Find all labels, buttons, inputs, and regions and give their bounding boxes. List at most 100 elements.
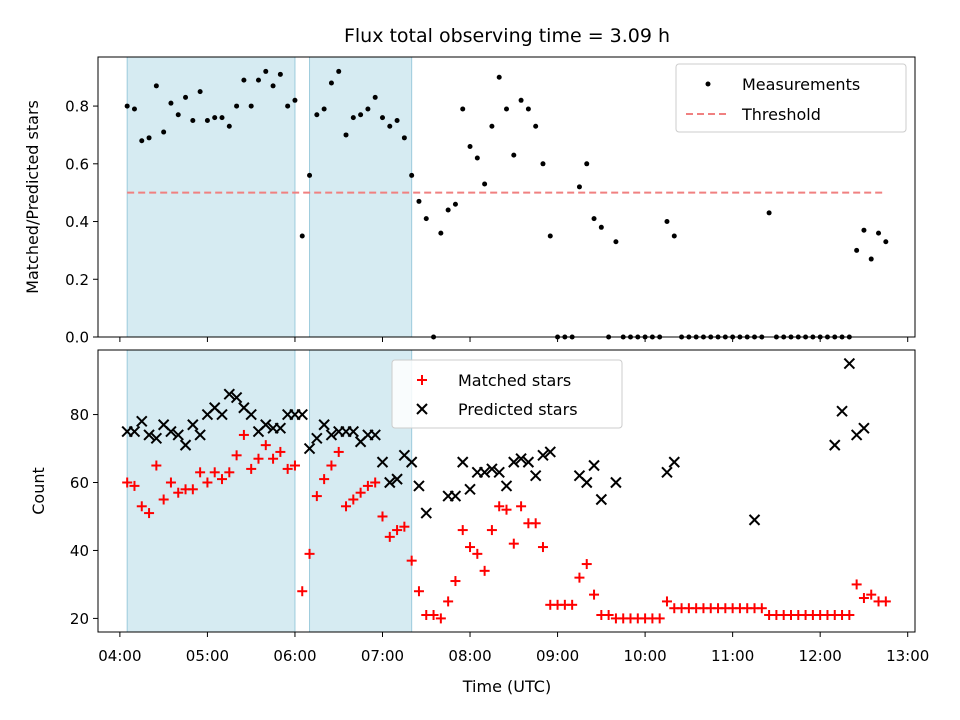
matched-stars-point-64 (589, 589, 600, 600)
matched-stars-point-74 (661, 596, 672, 607)
predicted-stars-point-36 (384, 476, 396, 489)
matched-stars-point-37 (392, 525, 403, 536)
predicted-stars-point-49 (493, 466, 505, 479)
top-y-tick-label-1: 0.2 (65, 271, 89, 289)
matched-stars-point-99 (844, 610, 855, 621)
measurements-point-24 (299, 233, 305, 239)
measurements-point-7 (175, 112, 181, 118)
matched-stars-point-28 (326, 460, 337, 471)
matched-stars-point-52 (501, 504, 512, 515)
measurements-point-17 (248, 103, 254, 109)
predicted-stars-point-58 (581, 476, 593, 489)
predicted-stars-point-67 (843, 357, 856, 370)
matched-stars-point-16 (238, 429, 249, 440)
matched-stars-point-51 (494, 501, 505, 512)
measurements-point-65 (598, 224, 604, 230)
bottom-shaded-interval-0 (126, 349, 296, 633)
matched-stars-point-46 (457, 525, 468, 536)
legend-threshold-label: Threshold (741, 105, 821, 124)
measurements-point-4 (153, 83, 159, 89)
matched-stars-point-36 (384, 531, 395, 542)
matched-stars-point-2 (136, 501, 147, 512)
top-y-axis: 0.0 0.2 0.4 0.6 0.8 (65, 98, 98, 347)
measurements-point-104 (883, 239, 889, 245)
matched-stars-point-53 (508, 538, 519, 549)
measurements-point-21 (277, 71, 283, 77)
predicted-stars-point-48 (486, 463, 498, 475)
bottom-shaded-intervals (126, 349, 413, 633)
predicted-stars-point-2 (136, 415, 148, 428)
matched-stars-point-4 (151, 460, 162, 471)
measurements-point-5 (161, 129, 167, 135)
measurements-point-102 (868, 256, 874, 262)
matched-stars-point-5 (158, 494, 169, 505)
measurements-point-67 (613, 239, 619, 245)
measurements-point-55 (525, 106, 531, 112)
predicted-stars-point-4 (150, 432, 163, 445)
predicted-stars-point-54 (529, 470, 542, 482)
matched-stars-point-19 (260, 440, 271, 451)
matched-stars-point-101 (858, 593, 869, 604)
x-tick-label-8: 12:00 (799, 647, 842, 665)
matched-stars-point-11 (202, 477, 213, 488)
measurements-point-27 (321, 106, 327, 112)
measurements-point-48 (474, 155, 480, 161)
predicted-stars-point-53 (522, 456, 535, 468)
matched-stars-point-73 (654, 613, 665, 624)
chart-title: Flux total observing time = 3.09 h (344, 25, 670, 47)
measurements-point-62 (576, 184, 582, 190)
predicted-stars-point-35 (376, 456, 389, 468)
top-legend: Measurements Threshold (675, 63, 907, 133)
matched-stars-point-33 (362, 480, 373, 491)
predicted-stars-point-66 (836, 405, 848, 417)
measurements-point-1 (131, 106, 137, 112)
predicted-stars-point-40 (413, 480, 425, 492)
matched-stars-point-27 (319, 474, 330, 485)
measurements-point-57 (540, 161, 546, 167)
matched-stars-point-43 (435, 613, 446, 624)
matched-stars-point-3 (144, 508, 155, 519)
predicted-stars-point-65 (829, 439, 841, 451)
matched-stars-point-87 (756, 603, 767, 614)
matched-stars-point-50 (486, 525, 497, 536)
predicted-stars-point-64 (748, 514, 761, 526)
matched-stars-point-47 (465, 542, 476, 553)
measurements-point-45 (452, 201, 458, 207)
measurements-point-101 (861, 227, 867, 233)
x-tick-label-9: 13:00 (886, 647, 929, 665)
predicted-stars-point-62 (661, 466, 673, 479)
matched-stars-point-66 (603, 610, 614, 621)
x-tick-label-5: 09:00 (536, 647, 579, 665)
x-tick-label-6: 10:00 (623, 647, 666, 665)
matched-stars-point-31 (348, 494, 359, 505)
matched-stars-point-49 (479, 565, 490, 576)
matched-stars-point-104 (880, 596, 891, 607)
predicted-stars-point-28 (325, 429, 338, 441)
measurements-point-25 (307, 172, 313, 178)
matched-stars-point-40 (413, 586, 424, 597)
predicted-stars-point-10 (194, 429, 206, 441)
legend-predicted-marker (416, 403, 428, 415)
predicted-stars-point-24 (296, 408, 308, 421)
matched-stars-point-102 (866, 589, 877, 600)
predicted-stars-point-13 (216, 408, 228, 421)
measurements-point-56 (533, 123, 539, 129)
matched-stars-point-63 (581, 559, 592, 570)
top-y-tick-label-3: 0.6 (65, 155, 89, 173)
top-panel: 0.00.20.40.60.8 Matched/Predicted stars … (23, 56, 916, 347)
matched-stars-point-1 (129, 480, 140, 491)
measurements-point-13 (219, 115, 225, 121)
bottom-y-tick-label-1: 40 (70, 542, 89, 560)
legend-matched-marker (417, 375, 427, 385)
measurements-point-16 (241, 77, 247, 83)
predicted-stars-point-7 (172, 429, 184, 441)
top-y-axis-label: Matched/Predicted stars (23, 100, 42, 294)
measurements-point-31 (350, 115, 356, 121)
bottom-x-axis: 04:00 05:00 06:00 07:00 08:00 09:00 10:00 11:00… (98, 632, 929, 665)
predicted-stars-point-27 (318, 419, 330, 431)
measurements-point-18 (255, 77, 261, 83)
measurements-point-3 (146, 135, 152, 141)
matched-stars-point-45 (450, 576, 461, 587)
bottom-y-tick-label-3: 80 (70, 406, 89, 424)
matched-stars-point-44 (443, 596, 454, 607)
